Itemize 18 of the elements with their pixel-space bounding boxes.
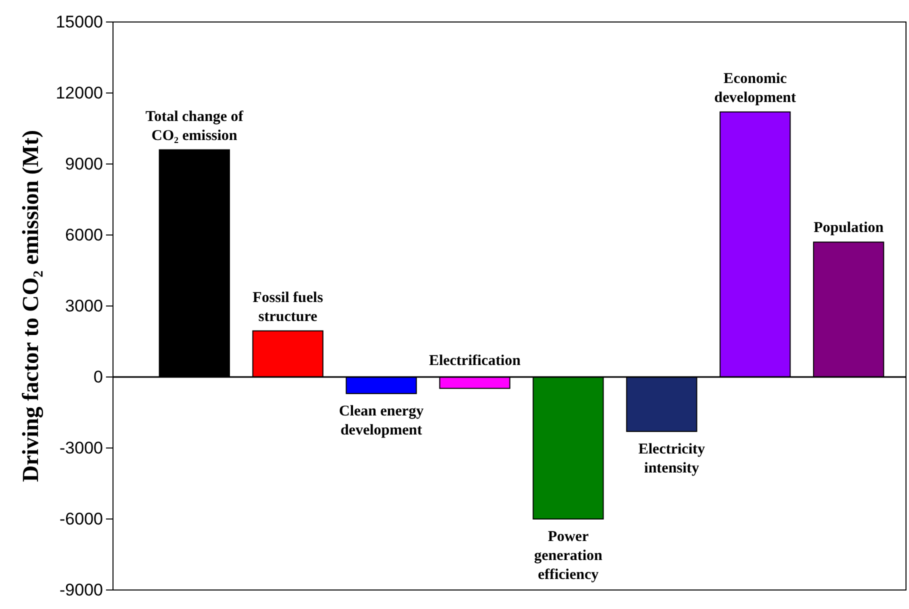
annotation: Power generation efficiency (534, 529, 604, 583)
y-tick-label: -6000 (60, 509, 103, 528)
y-tick-label: 15000 (56, 12, 103, 32)
y-tick-label: 6000 (65, 225, 103, 244)
annotation: Total change of CO₂ emission (145, 108, 244, 144)
y-tick-label: 3000 (65, 296, 103, 316)
annotation: Electrification (428, 353, 522, 369)
y-axis-title: Driving factor to CO₂ emission (Mt) (18, 130, 44, 482)
y-tick-label: 0 (94, 367, 103, 386)
annotation: Economic development (714, 70, 796, 106)
annotation: Fossil fuels structure (252, 290, 324, 325)
annotation: Population (814, 220, 884, 236)
y-tick-label: -3000 (60, 438, 103, 458)
y-tick-label: 12000 (56, 83, 103, 102)
annotation: Electricity intensity (638, 441, 706, 476)
y-tick-label: 9000 (65, 154, 103, 174)
annotation: Clean energy development (339, 404, 424, 439)
y-tick-label: -9000 (60, 580, 103, 600)
